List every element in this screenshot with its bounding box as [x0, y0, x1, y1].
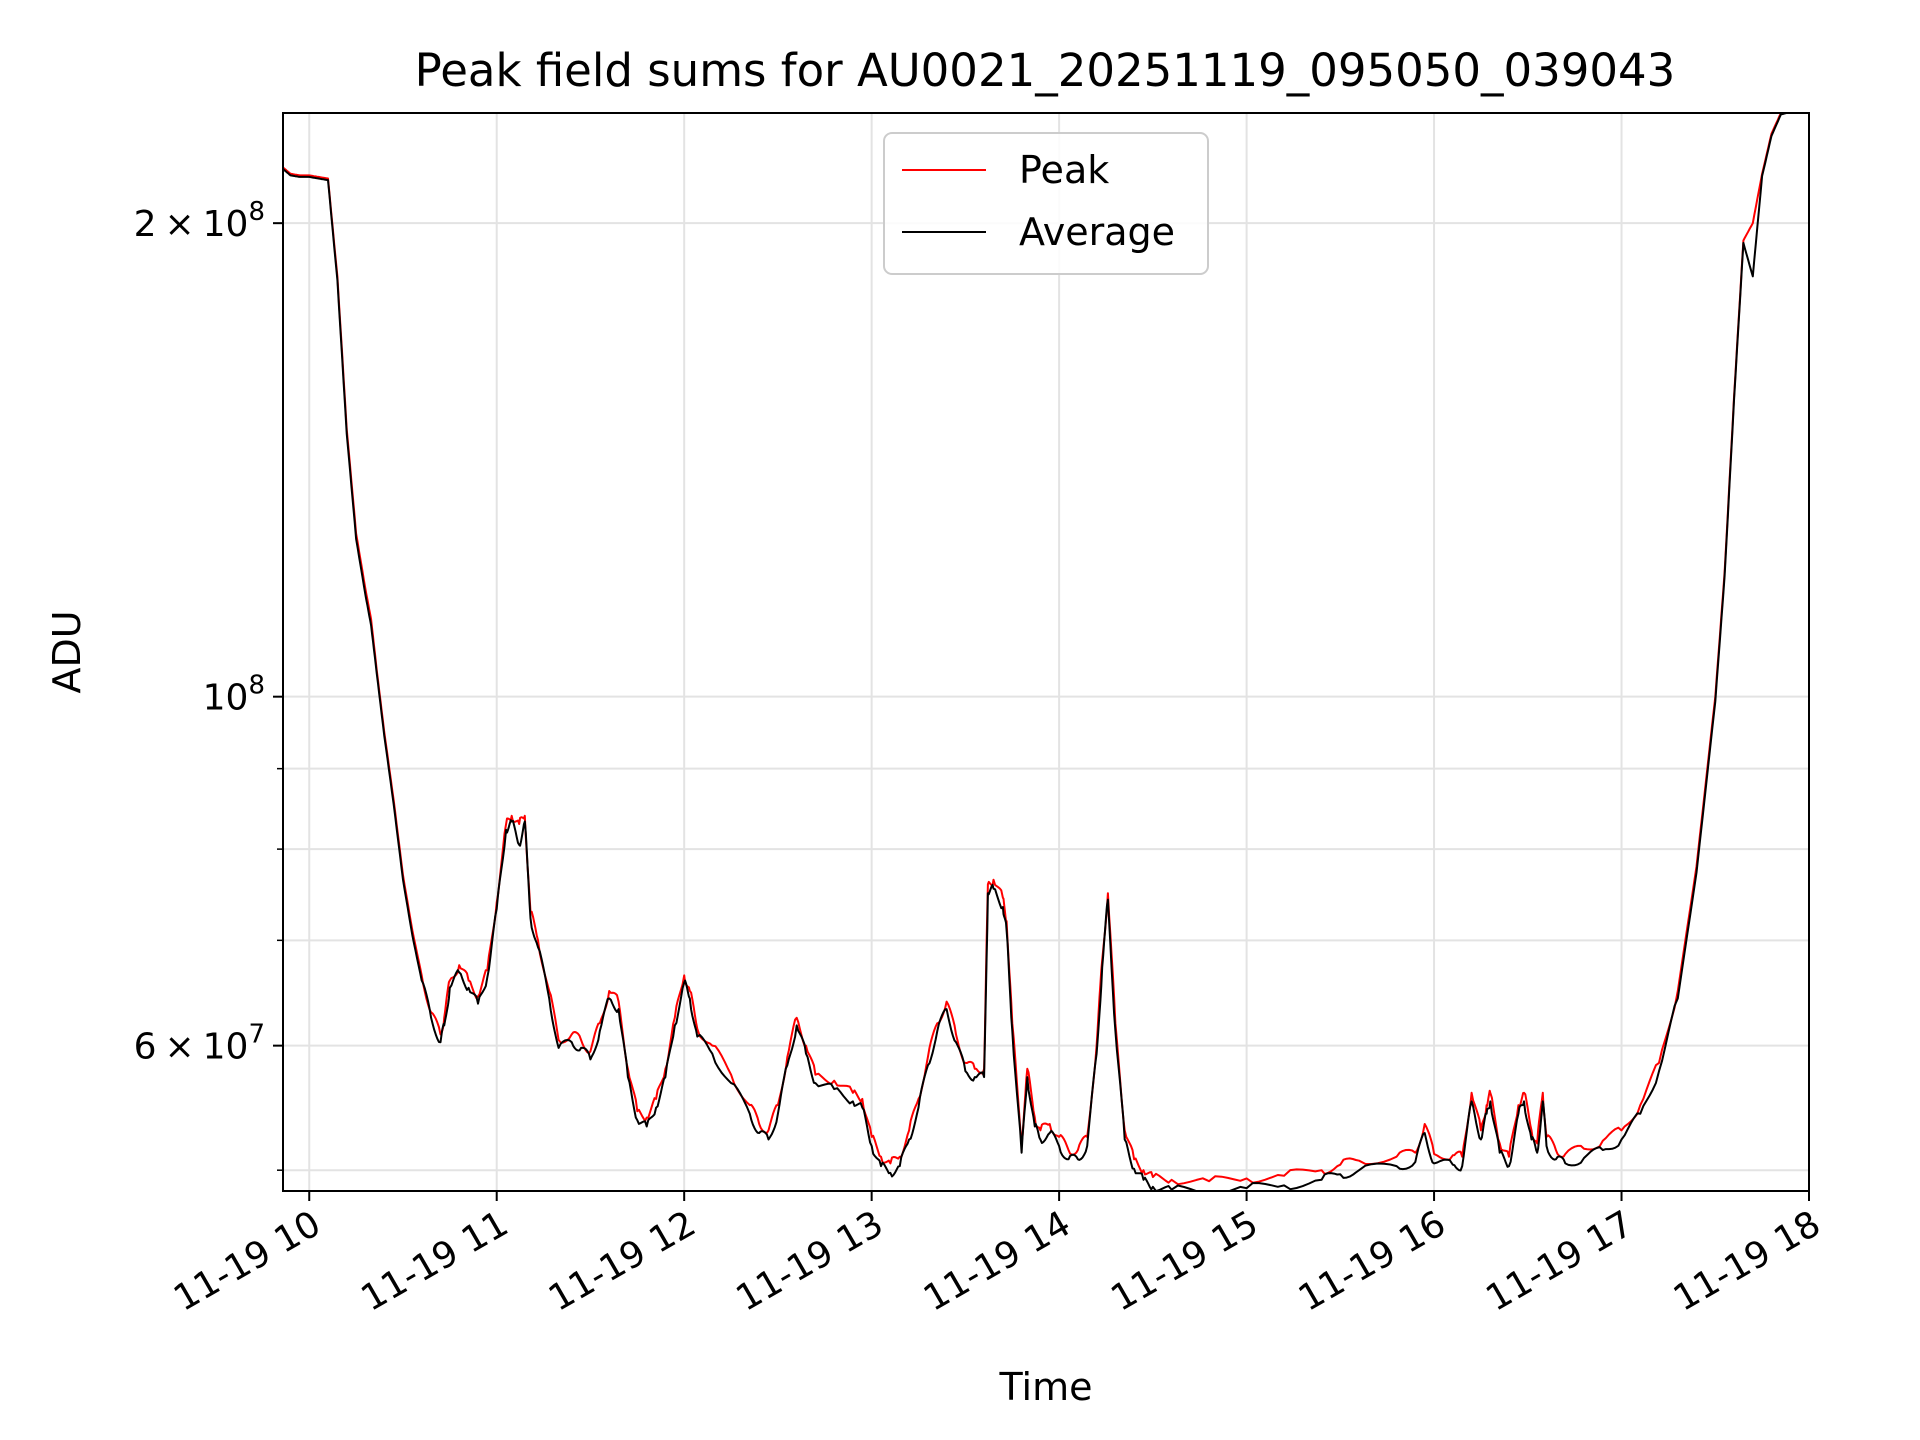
- y-axis-label: ADU: [45, 610, 89, 693]
- y-tick-times: ×: [164, 204, 194, 245]
- y-tick-exponent: 7: [248, 1020, 265, 1050]
- legend-label-peak: Peak: [1019, 148, 1109, 192]
- y-tick-times: ×: [164, 1027, 194, 1068]
- chart-title: Peak field sums for AU0021_20251119_0950…: [415, 44, 1676, 97]
- y-tick-mantissa: 2: [134, 204, 157, 245]
- y-tick-label: 108: [203, 671, 265, 719]
- y-tick-exponent: 8: [248, 671, 265, 701]
- y-tick-label: 2 × 108: [134, 197, 265, 245]
- series-line-average: [283, 113, 1787, 1191]
- legend-box: [883, 132, 1209, 275]
- y-tick-exponent: 8: [248, 197, 265, 227]
- x-axis-label: Time: [999, 1365, 1093, 1409]
- plot-area-frame: [282, 112, 1810, 1192]
- y-tick-base: 10: [203, 678, 249, 719]
- series-lines: [283, 113, 1787, 1191]
- y-tick-label: 6 × 107: [134, 1020, 265, 1068]
- legend: Peak Average: [883, 132, 1209, 275]
- y-tick-mantissa: 6: [134, 1027, 157, 1068]
- legend-label-average: Average: [1019, 210, 1175, 254]
- y-tick-base: 10: [203, 204, 249, 245]
- y-tick-base: 10: [203, 1027, 249, 1068]
